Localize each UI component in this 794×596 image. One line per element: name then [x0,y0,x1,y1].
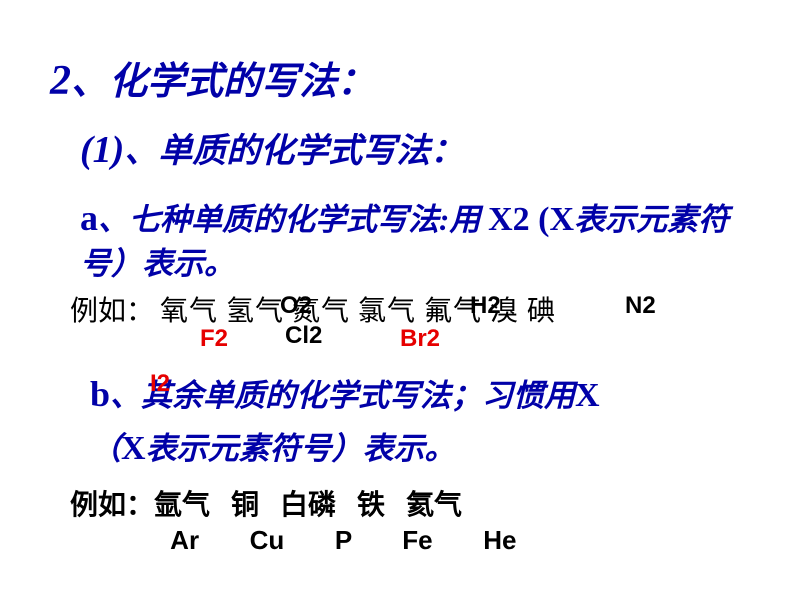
subheading-1: (1)、单质的化学式写法： [80,123,744,172]
point-a-letter: a [80,198,98,238]
point-b-letter: b [90,374,110,414]
formula-o2: O2 [280,292,312,320]
point-b-formula: X [575,377,600,414]
example-a-row2: F2 Cl2 Br2 [70,325,744,361]
example-b-symbols: Ar Cu P Fe He [70,525,744,556]
heading-text: 化学式的写法： [109,61,375,103]
point-a-formula: X2 [488,201,530,238]
sub-text: 单质的化学式写法： [158,133,464,170]
formula-n2: N2 [625,292,656,320]
slide-content: 2、化学式的写法： (1)、单质的化学式写法： a、七种单质的化学式写法:用 X… [0,0,794,596]
point-a-formula2: X [549,201,574,238]
example-a-row1: 例如： 氧气 氢气 氮气 氯气 氟气 溴 碘 O2 H2 N2 [70,289,744,325]
heading-sep: 、 [71,61,109,103]
point-a: a、七种单质的化学式写法:用 X2 (X表示元素符号）表示。 [80,194,744,285]
formula-h2: H2 [470,292,501,320]
example-a-label: 例如： [70,289,154,329]
sub-paren: (1) [80,129,124,171]
sub-sep: 、 [124,133,158,170]
point-a-sep: 、 [98,202,129,237]
point-b-t3: 表示元素符号）表示。 [146,431,456,466]
point-b-t1: 其余单质的化学式写法；习惯用 [141,378,575,413]
point-b-sep: 、 [110,378,141,413]
formula-i2: I2 [150,365,170,402]
point-a-t2: ( [530,201,550,238]
point-b: I2 b、其余单质的化学式写法；习惯用X（X表示元素符号）表示。 [90,367,744,475]
point-a-t1: 七种单质的化学式写法:用 [129,202,488,237]
heading-number: 2 [50,58,71,104]
formula-f2: F2 [200,325,228,353]
heading-2: 2、化学式的写法： [50,50,744,105]
point-b-formula2: X [121,430,146,467]
example-b-names: 例如：氩气 铜 白磷 铁 氦气 [70,483,744,523]
formula-br2: Br2 [400,325,440,353]
point-b-t2: （ [90,431,121,466]
formula-cl2: Cl2 [285,322,322,350]
